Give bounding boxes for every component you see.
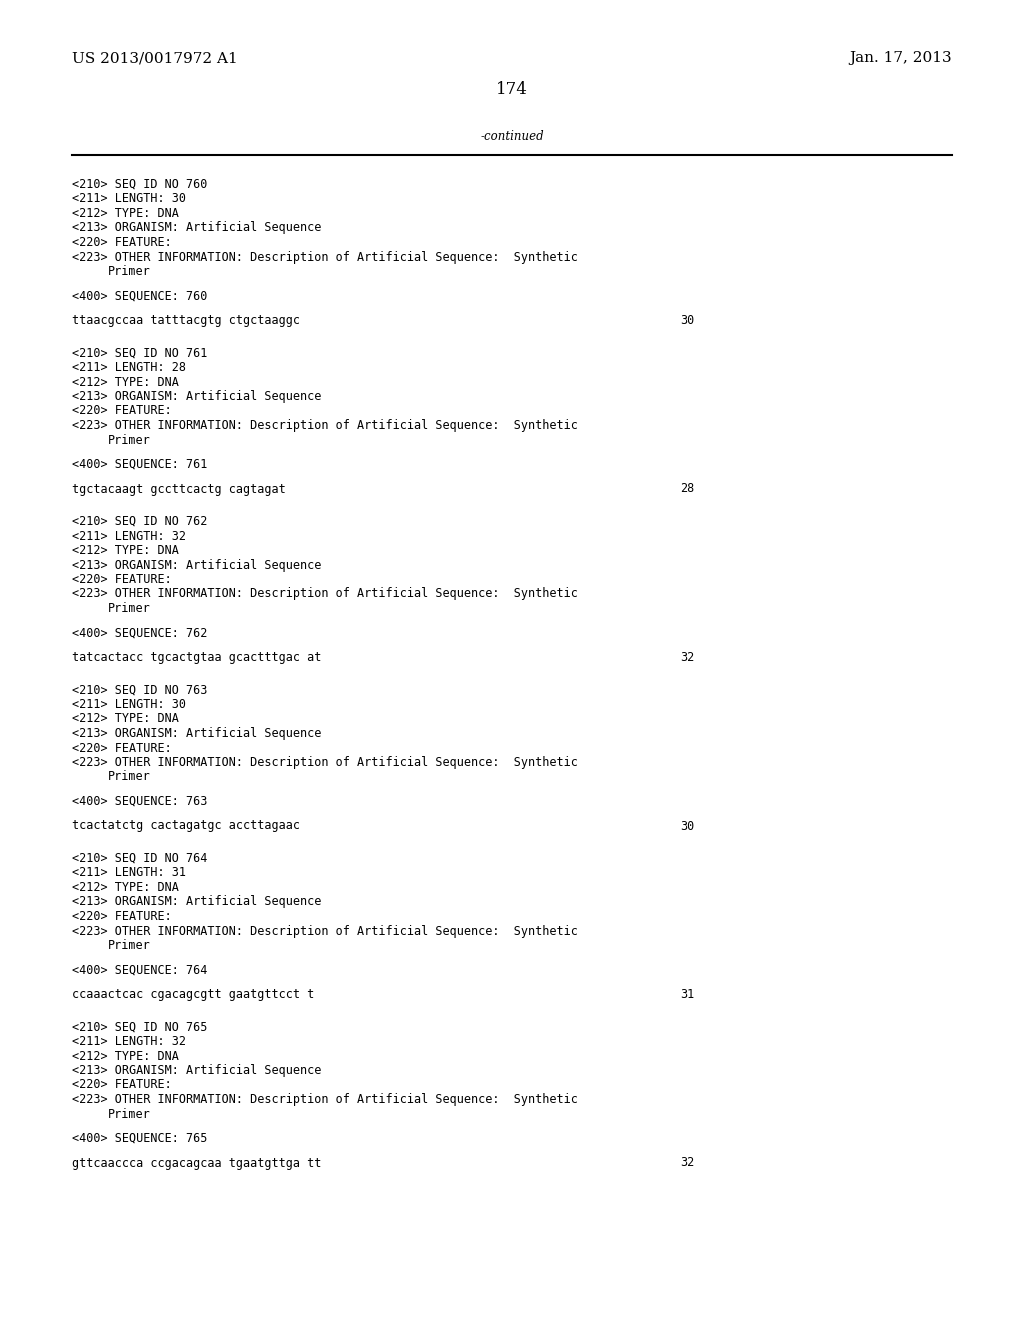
Text: <400> SEQUENCE: 764: <400> SEQUENCE: 764 — [72, 964, 208, 977]
Text: <223> OTHER INFORMATION: Description of Artificial Sequence:  Synthetic: <223> OTHER INFORMATION: Description of … — [72, 418, 578, 432]
Text: <210> SEQ ID NO 764: <210> SEQ ID NO 764 — [72, 851, 208, 865]
Text: <210> SEQ ID NO 761: <210> SEQ ID NO 761 — [72, 346, 208, 359]
Text: <210> SEQ ID NO 765: <210> SEQ ID NO 765 — [72, 1020, 208, 1034]
Text: 32: 32 — [680, 651, 694, 664]
Text: <211> LENGTH: 31: <211> LENGTH: 31 — [72, 866, 186, 879]
Text: Primer: Primer — [108, 939, 151, 952]
Text: <213> ORGANISM: Artificial Sequence: <213> ORGANISM: Artificial Sequence — [72, 558, 322, 572]
Text: tatcactacc tgcactgtaa gcactttgac at: tatcactacc tgcactgtaa gcactttgac at — [72, 651, 322, 664]
Text: <400> SEQUENCE: 761: <400> SEQUENCE: 761 — [72, 458, 208, 471]
Text: <220> FEATURE:: <220> FEATURE: — [72, 404, 172, 417]
Text: US 2013/0017972 A1: US 2013/0017972 A1 — [72, 51, 238, 65]
Text: <223> OTHER INFORMATION: Description of Artificial Sequence:  Synthetic: <223> OTHER INFORMATION: Description of … — [72, 924, 578, 937]
Text: <220> FEATURE:: <220> FEATURE: — [72, 742, 172, 755]
Text: <210> SEQ ID NO 762: <210> SEQ ID NO 762 — [72, 515, 208, 528]
Text: 30: 30 — [680, 314, 694, 327]
Text: 174: 174 — [496, 82, 528, 99]
Text: gttcaaccca ccgacagcaa tgaatgttga tt: gttcaaccca ccgacagcaa tgaatgttga tt — [72, 1156, 322, 1170]
Text: ccaaactcac cgacagcgtt gaatgttcct t: ccaaactcac cgacagcgtt gaatgttcct t — [72, 987, 314, 1001]
Text: <220> FEATURE:: <220> FEATURE: — [72, 236, 172, 249]
Text: Primer: Primer — [108, 602, 151, 615]
Text: <212> TYPE: DNA: <212> TYPE: DNA — [72, 375, 179, 388]
Text: <220> FEATURE:: <220> FEATURE: — [72, 909, 172, 923]
Text: <212> TYPE: DNA: <212> TYPE: DNA — [72, 713, 179, 726]
Text: <223> OTHER INFORMATION: Description of Artificial Sequence:  Synthetic: <223> OTHER INFORMATION: Description of … — [72, 756, 578, 770]
Text: Primer: Primer — [108, 265, 151, 279]
Text: <210> SEQ ID NO 760: <210> SEQ ID NO 760 — [72, 178, 208, 191]
Text: Primer: Primer — [108, 1107, 151, 1121]
Text: <212> TYPE: DNA: <212> TYPE: DNA — [72, 1049, 179, 1063]
Text: <400> SEQUENCE: 763: <400> SEQUENCE: 763 — [72, 795, 208, 808]
Text: <220> FEATURE:: <220> FEATURE: — [72, 1078, 172, 1092]
Text: <400> SEQUENCE: 765: <400> SEQUENCE: 765 — [72, 1133, 208, 1144]
Text: <213> ORGANISM: Artificial Sequence: <213> ORGANISM: Artificial Sequence — [72, 1064, 322, 1077]
Text: Primer: Primer — [108, 771, 151, 784]
Text: tgctacaagt gccttcactg cagtagat: tgctacaagt gccttcactg cagtagat — [72, 483, 286, 495]
Text: 30: 30 — [680, 820, 694, 833]
Text: <212> TYPE: DNA: <212> TYPE: DNA — [72, 880, 179, 894]
Text: <212> TYPE: DNA: <212> TYPE: DNA — [72, 207, 179, 220]
Text: <400> SEQUENCE: 762: <400> SEQUENCE: 762 — [72, 627, 208, 639]
Text: 32: 32 — [680, 1156, 694, 1170]
Text: <211> LENGTH: 32: <211> LENGTH: 32 — [72, 529, 186, 543]
Text: Jan. 17, 2013: Jan. 17, 2013 — [849, 51, 952, 65]
Text: -continued: -continued — [480, 129, 544, 143]
Text: 28: 28 — [680, 483, 694, 495]
Text: tcactatctg cactagatgc accttagaac: tcactatctg cactagatgc accttagaac — [72, 820, 300, 833]
Text: <211> LENGTH: 30: <211> LENGTH: 30 — [72, 698, 186, 711]
Text: <220> FEATURE:: <220> FEATURE: — [72, 573, 172, 586]
Text: Primer: Primer — [108, 433, 151, 446]
Text: <400> SEQUENCE: 760: <400> SEQUENCE: 760 — [72, 289, 208, 302]
Text: <213> ORGANISM: Artificial Sequence: <213> ORGANISM: Artificial Sequence — [72, 389, 322, 403]
Text: <223> OTHER INFORMATION: Description of Artificial Sequence:  Synthetic: <223> OTHER INFORMATION: Description of … — [72, 587, 578, 601]
Text: <211> LENGTH: 32: <211> LENGTH: 32 — [72, 1035, 186, 1048]
Text: <213> ORGANISM: Artificial Sequence: <213> ORGANISM: Artificial Sequence — [72, 727, 322, 741]
Text: ttaacgccaa tatttacgtg ctgctaaggc: ttaacgccaa tatttacgtg ctgctaaggc — [72, 314, 300, 327]
Text: <213> ORGANISM: Artificial Sequence: <213> ORGANISM: Artificial Sequence — [72, 895, 322, 908]
Text: <212> TYPE: DNA: <212> TYPE: DNA — [72, 544, 179, 557]
Text: <210> SEQ ID NO 763: <210> SEQ ID NO 763 — [72, 684, 208, 697]
Text: <211> LENGTH: 30: <211> LENGTH: 30 — [72, 193, 186, 206]
Text: <223> OTHER INFORMATION: Description of Artificial Sequence:  Synthetic: <223> OTHER INFORMATION: Description of … — [72, 1093, 578, 1106]
Text: <213> ORGANISM: Artificial Sequence: <213> ORGANISM: Artificial Sequence — [72, 222, 322, 235]
Text: 31: 31 — [680, 987, 694, 1001]
Text: <223> OTHER INFORMATION: Description of Artificial Sequence:  Synthetic: <223> OTHER INFORMATION: Description of … — [72, 251, 578, 264]
Text: <211> LENGTH: 28: <211> LENGTH: 28 — [72, 360, 186, 374]
